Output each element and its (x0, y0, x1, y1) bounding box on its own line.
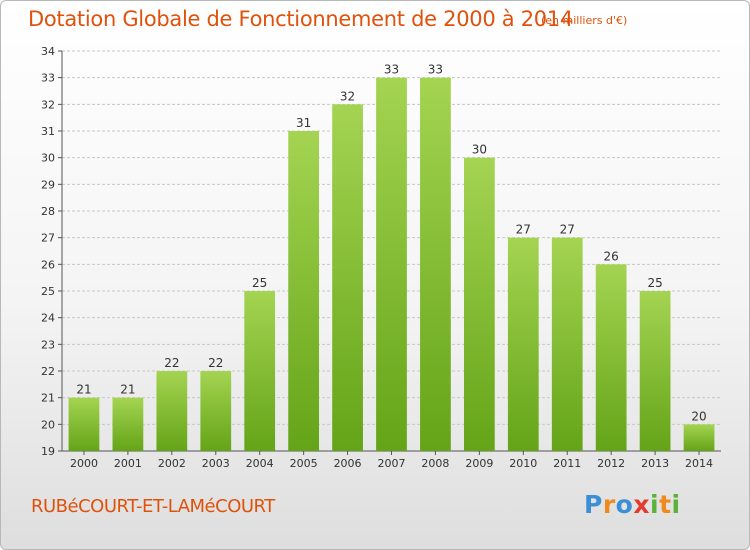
bar (639, 291, 671, 451)
bar (200, 371, 232, 451)
y-tick-label: 23 (41, 338, 55, 351)
x-tick-label: 2001 (114, 457, 142, 470)
x-tick-label: 2005 (290, 457, 318, 470)
bars (68, 77, 715, 452)
bar (507, 237, 539, 451)
x-tick-label: 2012 (597, 457, 625, 470)
bar (376, 77, 407, 452)
y-tick-label: 28 (41, 205, 55, 218)
y-tick-label: 27 (41, 232, 55, 245)
bar-value-label: 32 (340, 89, 355, 103)
y-tick-label: 32 (41, 98, 55, 111)
bar (332, 104, 363, 451)
x-tick-label: 2010 (509, 457, 537, 470)
x-tick-label: 2009 (465, 457, 493, 470)
bar (683, 424, 715, 451)
bar-value-label: 27 (560, 223, 575, 237)
bar (420, 77, 451, 452)
labels: 19 20 21 22 23 24 25 26 27 28 29 30 31 32 33 34 21 2000 21… (41, 45, 713, 470)
bar (595, 264, 627, 451)
logo-letter: x (633, 490, 650, 519)
bar-value-label: 30 (472, 143, 487, 157)
y-tick-label: 19 (41, 445, 55, 458)
x-tick-label: 2002 (158, 457, 186, 470)
bar-value-label: 21 (76, 383, 91, 397)
bar (551, 237, 583, 451)
bar-value-label: 27 (516, 223, 531, 237)
bar-value-label: 31 (296, 116, 311, 130)
y-tick-label: 24 (41, 312, 55, 325)
chart-subtitle: (en milliers d'€) (541, 14, 628, 27)
x-tick-label: 2013 (641, 457, 669, 470)
bar (156, 371, 188, 451)
x-tick-label: 2003 (202, 457, 230, 470)
logo-letter: o (615, 490, 634, 519)
y-tick-label: 30 (41, 152, 55, 165)
y-tick-label: 26 (41, 258, 55, 271)
logo-letter: i (650, 490, 660, 519)
y-tick-label: 29 (41, 178, 55, 191)
bar-value-label: 33 (428, 63, 443, 77)
bar-value-label: 22 (164, 356, 179, 370)
proxiti-logo: Proxiti (584, 490, 681, 519)
bar-value-label: 25 (252, 276, 267, 290)
bar-value-label: 20 (691, 409, 706, 423)
y-tick-label: 21 (41, 392, 55, 405)
x-tick-label: 2007 (378, 457, 406, 470)
bar (463, 157, 495, 451)
y-tick-label: 20 (41, 418, 55, 431)
y-tick-label: 25 (41, 285, 55, 298)
x-tick-label: 2000 (70, 457, 98, 470)
bar-value-label: 25 (647, 276, 662, 290)
logo-letter: P (584, 490, 603, 519)
bar-value-label: 26 (604, 249, 619, 263)
x-tick-label: 2014 (685, 457, 713, 470)
logo-letter: t (659, 490, 672, 519)
bar (68, 397, 100, 451)
y-tick-label: 34 (41, 45, 55, 58)
y-tick-label: 22 (41, 365, 55, 378)
x-tick-label: 2006 (334, 457, 362, 470)
y-tick-label: 31 (41, 125, 55, 138)
commune-name: RUBéCOURT-ET-LAMéCOURT (31, 496, 275, 517)
logo-letter: r (602, 490, 616, 519)
y-tick-label: 33 (41, 72, 55, 85)
x-tick-label: 2004 (246, 457, 274, 470)
x-tick-label: 2008 (421, 457, 449, 470)
chart-title: Dotation Globale de Fonctionnement de 20… (28, 7, 573, 31)
logo-letter: i (671, 490, 681, 519)
bar (288, 131, 320, 451)
bar (244, 291, 276, 451)
bar-value-label: 33 (384, 63, 399, 77)
bar-value-label: 22 (208, 356, 223, 370)
x-tick-label: 2011 (553, 457, 581, 470)
bar (112, 397, 144, 451)
bar-value-label: 21 (120, 383, 135, 397)
